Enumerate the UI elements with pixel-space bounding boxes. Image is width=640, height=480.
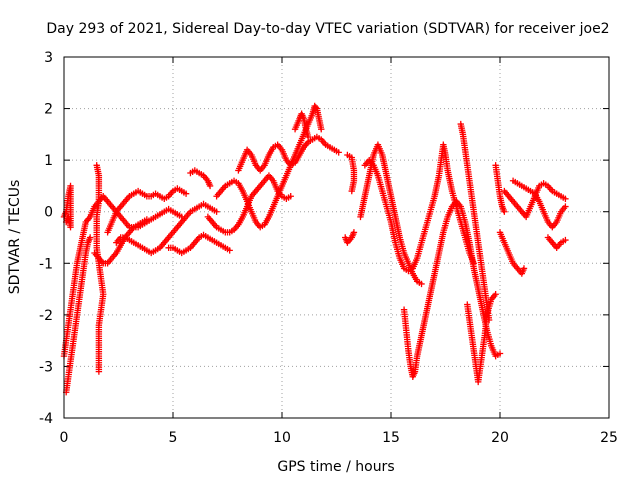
data-point — [312, 104, 319, 111]
y-tick-label: -4 — [39, 411, 53, 427]
series-arc-11 — [213, 102, 325, 231]
series-arc-15 — [342, 229, 358, 246]
series-arc-7 — [113, 200, 220, 257]
data-point — [520, 265, 528, 272]
series-arc-3 — [62, 234, 94, 396]
series-arc-13 — [291, 110, 312, 141]
data-point — [143, 216, 151, 223]
x-tick-label: 20 — [491, 430, 509, 446]
y-tick-label: 2 — [44, 102, 53, 118]
data-point — [501, 208, 508, 215]
axis-ticks: 0 5 10 15 20 25 -4 -3 -2 -1 0 1 2 3 — [39, 50, 618, 446]
y-axis-label: SDTVAR / TECUs — [7, 180, 23, 295]
data-point — [213, 208, 220, 215]
series-arc-21 — [492, 162, 508, 215]
x-tick-label: 0 — [60, 430, 69, 446]
y-tick-label: 1 — [44, 153, 53, 169]
data-point — [287, 193, 294, 200]
data-point — [86, 234, 94, 241]
data-point — [182, 190, 190, 197]
data-point — [562, 195, 569, 203]
plot-frame — [63, 56, 610, 419]
series-arc-14 — [344, 151, 358, 195]
x-tick-label: 10 — [273, 430, 291, 446]
y-tick-label: -3 — [39, 359, 53, 375]
series-arc-12 — [235, 133, 342, 174]
x-tick-label: 15 — [382, 430, 400, 446]
data-point — [95, 368, 103, 375]
series-arc-24 — [509, 177, 569, 231]
series-arc-8 — [165, 231, 233, 257]
data-point — [206, 182, 214, 190]
y-tick-label: 0 — [44, 205, 53, 221]
data-point — [492, 291, 499, 298]
data-point — [562, 236, 569, 244]
series-arc-1 — [60, 182, 74, 231]
series-arc-9 — [187, 167, 214, 190]
series-arc-20 — [464, 291, 499, 386]
data-point — [418, 280, 425, 288]
data-point — [348, 187, 355, 195]
data-point — [496, 350, 504, 357]
x-tick-label: 25 — [600, 430, 618, 446]
series-arc-25 — [544, 234, 569, 252]
series-arc-22 — [496, 229, 528, 277]
y-tick-label: -1 — [39, 256, 53, 272]
series-arc-4 — [93, 162, 107, 375]
data-point — [562, 203, 569, 210]
series-arc-19 — [457, 120, 493, 324]
x-axis-label: GPS time / hours — [277, 459, 394, 475]
data-point — [335, 149, 342, 156]
data-point — [350, 229, 358, 236]
x-tick-label: 5 — [169, 430, 178, 446]
chart-title: Day 293 of 2021, Sidereal Day-to-day VTE… — [46, 21, 609, 37]
data-point — [318, 126, 325, 133]
data-point — [304, 133, 312, 141]
series-arc-17 — [361, 141, 478, 275]
series-arc-2 — [60, 193, 185, 360]
y-tick-label: 3 — [44, 50, 53, 66]
data-point — [226, 247, 233, 254]
y-tick-label: -2 — [39, 308, 53, 324]
series-arc-10 — [204, 172, 294, 236]
grid — [64, 57, 609, 418]
series-arc-6 — [104, 185, 190, 236]
data-points — [60, 102, 569, 396]
